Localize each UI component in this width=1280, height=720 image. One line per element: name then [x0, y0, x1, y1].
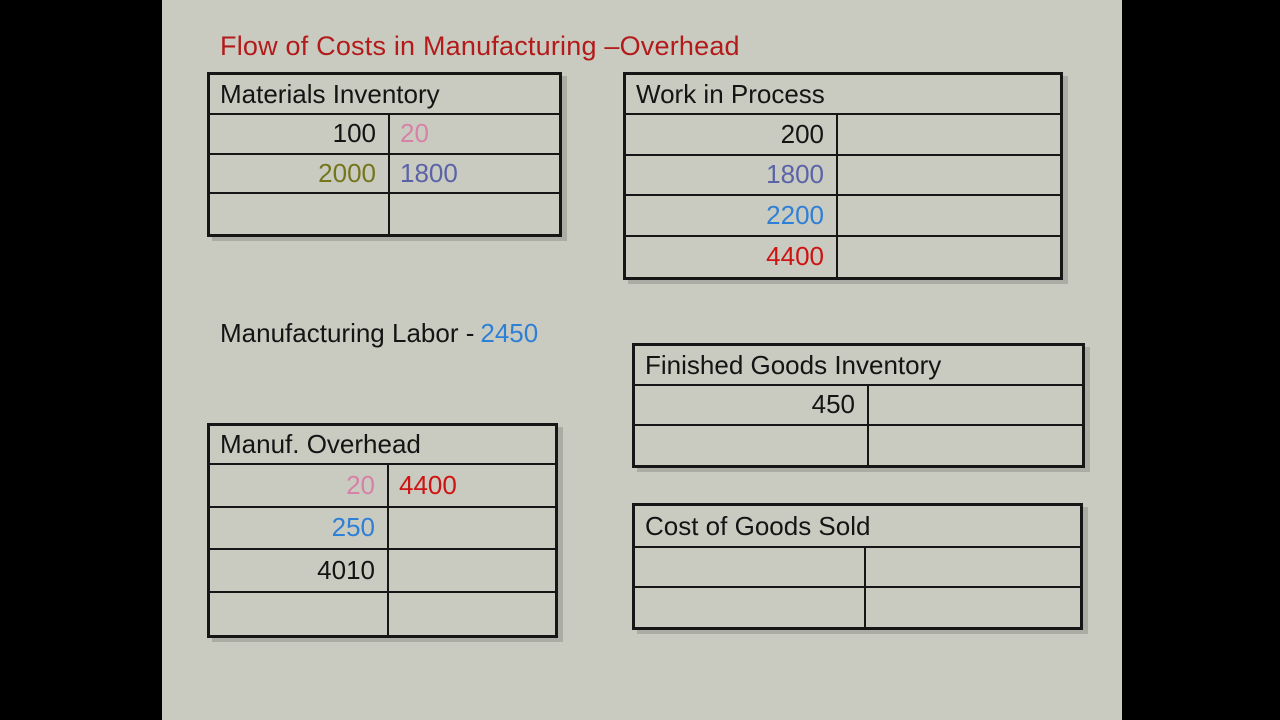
credit-cell — [389, 508, 555, 550]
debit-cell: 2000 — [210, 154, 390, 195]
credit-cell — [389, 550, 555, 593]
debit-cell: 200 — [626, 115, 838, 156]
credit-cell — [869, 426, 1082, 466]
credit-cell — [838, 115, 1060, 156]
debit-cell — [635, 425, 869, 465]
cost-of-goods-sold-table: Cost of Goods Sold — [632, 503, 1083, 630]
debit-cell: 4010 — [210, 550, 389, 593]
debit-cell: 100 — [210, 115, 390, 155]
account-rows: 450 — [635, 386, 1082, 465]
account-rows: 200 1800 2200 4400 — [626, 115, 1060, 277]
debit-cell: 4400 — [626, 236, 838, 277]
debit-cell — [210, 592, 389, 635]
account-title: Work in Process — [626, 75, 1060, 115]
debit-cell — [635, 587, 866, 627]
debit-cell: 1800 — [626, 155, 838, 196]
presentation-slide: Flow of Costs in Manufacturing –Overhead… — [162, 0, 1122, 720]
credit-cell — [838, 237, 1060, 278]
materials-inventory-table: Materials Inventory 100 20 2000 1800 — [207, 72, 562, 237]
finished-goods-inventory-table: Finished Goods Inventory 450 — [632, 343, 1085, 468]
manufacturing-labor-line: Manufacturing Labor -2450 — [220, 318, 538, 349]
slide-title: Flow of Costs in Manufacturing –Overhead — [220, 31, 740, 61]
account-rows: 20 4400 250 4010 — [210, 465, 555, 635]
manufacturing-labor-label: Manufacturing Labor - — [220, 318, 475, 348]
debit-cell — [635, 548, 866, 588]
credit-cell — [389, 593, 555, 636]
credit-cell — [838, 196, 1060, 237]
account-title: Finished Goods Inventory — [635, 346, 1082, 386]
account-title: Manuf. Overhead — [210, 426, 555, 465]
credit-cell — [869, 386, 1082, 426]
credit-cell — [866, 588, 1080, 628]
credit-cell — [866, 548, 1080, 588]
account-title: Materials Inventory — [210, 75, 559, 115]
debit-cell: 20 — [210, 465, 389, 508]
account-rows — [635, 548, 1080, 627]
credit-cell: 4400 — [389, 465, 555, 508]
debit-cell: 250 — [210, 507, 389, 550]
debit-cell — [210, 194, 390, 234]
credit-cell — [838, 156, 1060, 196]
manufacturing-labor-value: 2450 — [480, 318, 539, 348]
debit-cell: 450 — [635, 386, 869, 426]
manuf-overhead-table: Manuf. Overhead 20 4400 250 4010 — [207, 423, 558, 638]
credit-cell — [390, 194, 559, 234]
work-in-process-table: Work in Process 200 1800 2200 4400 — [623, 72, 1063, 280]
letterbox-left-bar — [0, 0, 162, 720]
letterbox-right-bar — [1122, 0, 1280, 720]
debit-cell: 2200 — [626, 196, 838, 237]
account-rows: 100 20 2000 1800 — [210, 115, 559, 234]
account-title: Cost of Goods Sold — [635, 506, 1080, 548]
credit-cell: 1800 — [390, 155, 559, 195]
credit-cell: 20 — [390, 115, 559, 155]
